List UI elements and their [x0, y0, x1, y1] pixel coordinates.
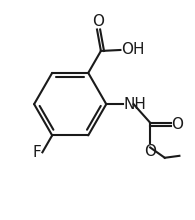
Text: F: F: [33, 145, 41, 160]
Text: O: O: [93, 13, 105, 29]
Text: OH: OH: [121, 42, 144, 57]
Text: O: O: [144, 144, 156, 159]
Text: O: O: [171, 117, 183, 132]
Text: NH: NH: [123, 97, 146, 112]
